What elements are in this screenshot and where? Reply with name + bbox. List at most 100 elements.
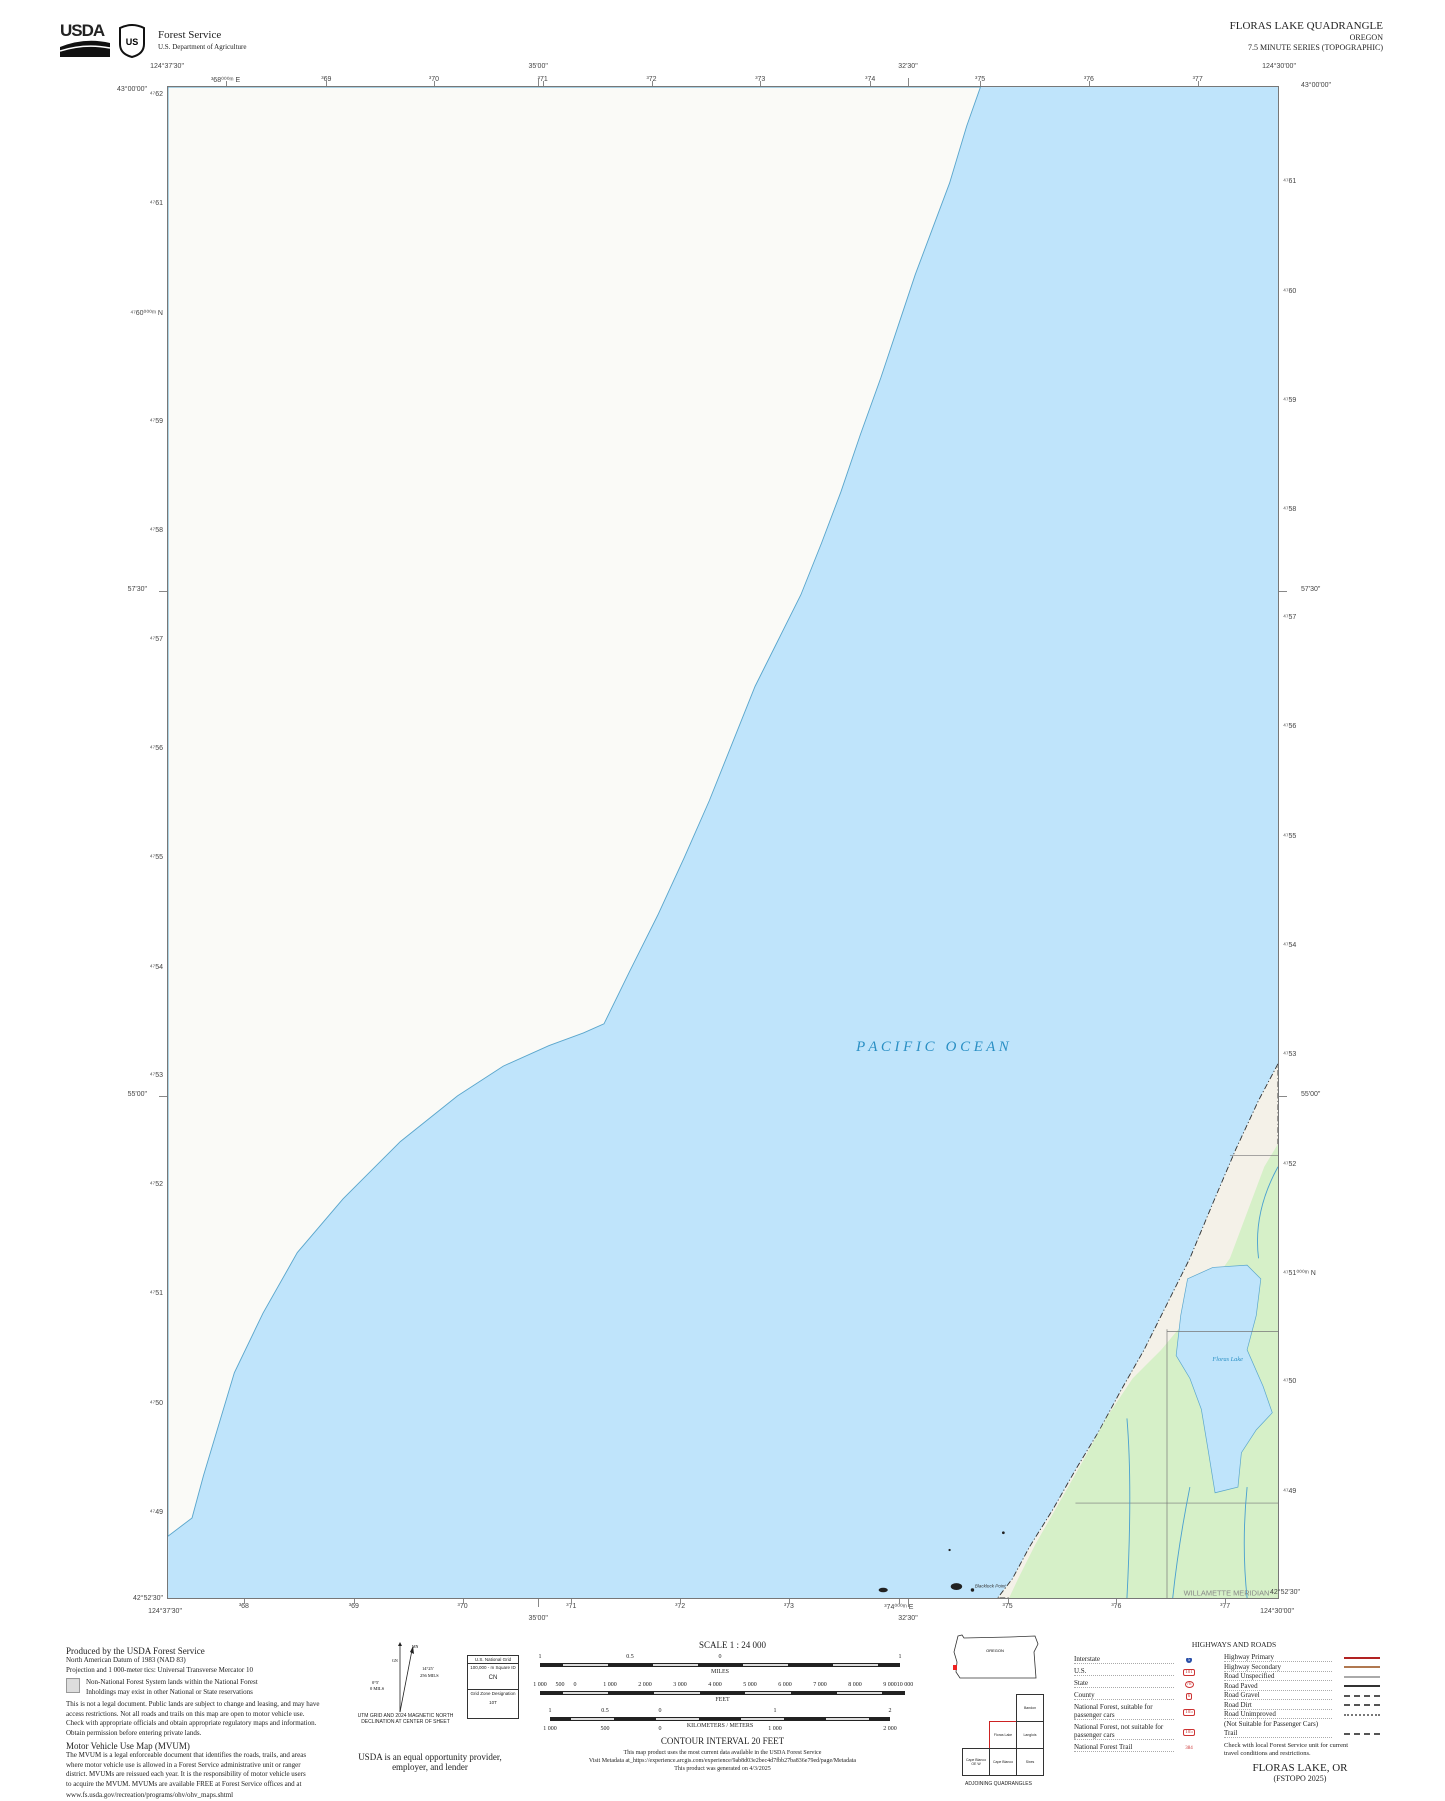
easting-label: ³68 <box>238 1603 249 1610</box>
metadata-note: This map product uses the most current d… <box>535 1749 910 1773</box>
metadata-link[interactable]: Visit Metadata at_https://experience.arc… <box>588 1758 857 1764</box>
easting-label: ³72 <box>646 76 657 83</box>
map-frame[interactable]: P A C I F I C O C E A N Floras Lake WILL… <box>167 86 1279 1599</box>
projection: Projection and 1 000-meter tics: Univers… <box>66 1665 254 1674</box>
tick-mark <box>1116 1599 1118 1604</box>
grid-lines <box>1075 1154 1278 1598</box>
datum: North American Datum of 1983 (NAD 83) <box>66 1656 186 1664</box>
northing-label: ⁴⁷60 <box>1283 288 1297 296</box>
tick-mark <box>353 1599 355 1604</box>
route-shield-icon: 105 <box>1183 1709 1195 1716</box>
scale-label: 1 <box>773 1708 777 1714</box>
scale-label: 10 000 <box>896 1682 914 1688</box>
scale-section: SCALE 1 : 24 000 1 0.5 0 1 MILES 1 000 500 0 1 … <box>533 1640 913 1773</box>
northing-label: ⁴⁷49 <box>1283 1488 1297 1496</box>
tick-mark <box>159 1095 167 1097</box>
easting-label: ³68⁰⁰⁰ᵐ E <box>210 77 241 84</box>
corner-label: 124°37'30" <box>148 1608 182 1615</box>
svg-text:OREGON: OREGON <box>986 1648 1004 1653</box>
svg-text:GN: GN <box>392 1658 398 1663</box>
tick-mark <box>907 78 909 86</box>
lat-tick-label: 57'30" <box>1301 585 1321 593</box>
northing-label: ⁴⁷58 <box>149 527 163 535</box>
agency-name: Forest Service <box>158 29 222 41</box>
department-name: U.S. Department of Agriculture <box>158 43 247 51</box>
edition: (FSTOPO 2025) <box>1273 1774 1327 1783</box>
northing-label: ⁴⁷53 <box>149 1072 163 1080</box>
declination-caption: UTM GRID AND 2024 MAGNETIC NORTH DECLINAT… <box>357 1713 454 1725</box>
scale-title: SCALE 1 : 24 000 <box>698 1640 766 1650</box>
tick-mark <box>680 1599 682 1604</box>
production-notes: Produced by the USDA Forest Service Nort… <box>66 1646 346 1801</box>
northing-label: ⁴⁷60⁰⁰⁰ᵐ N <box>130 309 163 317</box>
forest-service-shield-icon: US <box>119 24 145 58</box>
offshore-rocks <box>878 1531 1005 1593</box>
tick-mark <box>159 590 167 592</box>
scale-label: 0.5 <box>601 1708 609 1714</box>
scale-label: 0 <box>658 1708 662 1714</box>
contour-interval: CONTOUR INTERVAL 20 FEET <box>660 1736 785 1746</box>
tick-mark <box>1088 81 1090 86</box>
easting-label: ³71 <box>537 76 548 83</box>
northing-label: ⁴⁷51⁰⁰⁰ᵐ N <box>1283 1270 1316 1278</box>
northing-label: ⁴⁷57 <box>149 636 163 644</box>
route-shield-icon: 78 <box>1184 1681 1194 1688</box>
tick-mark <box>243 1599 245 1604</box>
scale-bar <box>540 1663 900 1667</box>
corner-label: 42°52'30" <box>133 1595 163 1602</box>
lat-tick-label: 55'00" <box>127 1090 147 1098</box>
scale-label: 2 000 <box>638 1682 652 1688</box>
legend-row: Road Gravel <box>1224 1691 1394 1701</box>
tick-mark <box>907 1599 909 1607</box>
highways-legend: HIGHWAYS AND ROADS Interstate 5 U.S. 101 Sta… <box>1074 1640 1394 1758</box>
legend-row: State 78 <box>1074 1677 1224 1689</box>
produced-by: Produced by the USDA Forest Service <box>66 1646 205 1656</box>
scale-label: 1 <box>538 1654 542 1660</box>
legend-row: Road Dirt <box>1224 1701 1394 1711</box>
scale-label: 500 <box>555 1682 565 1688</box>
scale-label: 8 000 <box>848 1682 862 1688</box>
easting-label: ³74 <box>865 76 876 83</box>
point-label: Blacklock Point <box>975 1584 1007 1589</box>
svg-text:US: US <box>126 37 139 47</box>
legend-row: Highway Primary <box>1224 1653 1394 1663</box>
northing-label: ⁴⁷50 <box>149 1399 163 1407</box>
northing-label: ⁴⁷58 <box>1283 505 1297 513</box>
tick-mark <box>898 1599 900 1604</box>
tick-mark <box>542 81 544 86</box>
legal-notice: This is not a legal document. Public lan… <box>66 1700 320 1737</box>
scale-label: 6 000 <box>778 1682 792 1688</box>
scale-label: 1 000 <box>603 1682 617 1688</box>
easting-label: ³69 <box>348 1603 359 1610</box>
mvum-link[interactable]: www.fs.usda.gov/recreation/programs/ohv/… <box>66 1791 234 1799</box>
route-shield-icon: 5 <box>1185 1658 1193 1663</box>
legend-row: National Forest, suitable for passenger … <box>1074 1701 1224 1721</box>
tick-mark <box>651 81 653 86</box>
state-name: OREGON <box>1349 33 1383 42</box>
highways-title: HIGHWAYS AND ROADS <box>1191 1640 1277 1649</box>
legend-row: Interstate 5 <box>1074 1653 1224 1665</box>
route-shield-icon: 101 <box>1183 1669 1195 1676</box>
northing-label: ⁴⁷61 <box>149 199 163 207</box>
lat-tick-label: 57'30" <box>127 585 147 593</box>
legend-row: Trail <box>1224 1729 1394 1739</box>
northing-label: ⁴⁷54 <box>1283 941 1297 949</box>
easting-label: ³72 <box>675 1603 686 1610</box>
northing-label: ⁴⁷59 <box>149 417 163 425</box>
easting-label: ³76 <box>1111 1603 1122 1610</box>
scale-label: 1 <box>548 1708 552 1714</box>
scale-label: 2 000 <box>883 1726 897 1732</box>
adjoining-caption: ADJOINING QUADRANGLES <box>965 1781 1032 1787</box>
tick-mark <box>788 1599 790 1604</box>
scale-label: 0 <box>658 1726 662 1732</box>
road-symbol <box>1344 1656 1380 1659</box>
quadrangle-title: FLORAS LAKE QUADRANGLE <box>1229 20 1383 32</box>
legend-row: U.S. 101 <box>1074 1665 1224 1677</box>
route-shield-icon: 384 <box>1185 1746 1193 1751</box>
easting-label: ³77 <box>1192 76 1203 83</box>
ocean-label: P A C I F I C O C E A N <box>855 1039 1010 1055</box>
tick-mark <box>538 78 540 86</box>
scale-unit: MILES <box>711 1669 729 1675</box>
easting-label: ³70 <box>457 1603 468 1610</box>
lake-label: Floras Lake <box>1211 1356 1243 1363</box>
